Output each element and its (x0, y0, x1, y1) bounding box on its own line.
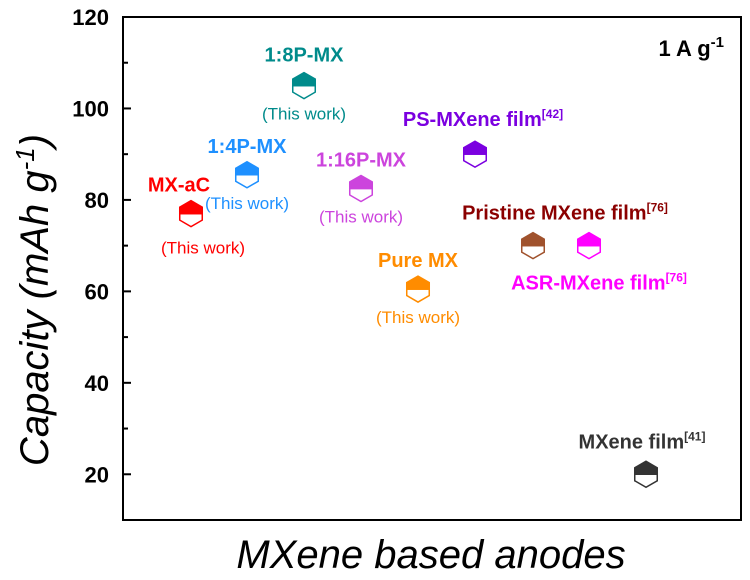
hexagon-marker-top (576, 231, 602, 247)
hexagon-marker-bottom (291, 84, 317, 100)
hexagon-marker-top (348, 174, 374, 190)
point-sub-label: (This work) (205, 194, 289, 213)
point-sub-label: (This work) (376, 308, 460, 327)
hexagon-marker-top (520, 231, 546, 247)
data-point (633, 460, 659, 489)
hexagon-marker-bottom (633, 473, 659, 489)
data-point (405, 275, 431, 303)
hexagon-marker-top (405, 275, 431, 290)
y-tick-label: 80 (85, 188, 109, 213)
data-point (520, 231, 546, 260)
point-name-label: Pristine MXene film[76] (462, 201, 668, 225)
hexagon-marker-top (633, 460, 659, 476)
point-name-label: 1:4P-MX (208, 136, 288, 158)
axes: 20 40 60 80 100 120 (72, 5, 742, 521)
hexagon-marker-top (178, 199, 204, 215)
hexagon-marker-bottom (576, 244, 602, 260)
hexagon-marker-top (234, 160, 260, 176)
point-labels: MX-aC(This work)1:4P-MX(This work)1:8P-M… (148, 45, 706, 454)
current-density-annotation: 1 A g-1 (659, 34, 725, 61)
hexagon-marker-top (291, 71, 317, 87)
hexagon-marker-top (462, 140, 488, 155)
point-name-label: PS-MXene film[42] (403, 107, 563, 131)
hexagon-marker-bottom (405, 288, 431, 303)
point-name-label: ASR-MXene film[76] (511, 271, 687, 295)
chart-marks (178, 71, 659, 489)
point-name-label: 1:8P-MX (265, 45, 345, 67)
point-name-label: MXene film[41] (579, 429, 706, 453)
y-axis-title: Capacity (mAh g-1) (10, 134, 57, 466)
x-axis-title: MXene based anodes (236, 533, 625, 577)
y-tick-label: 40 (85, 371, 109, 396)
hexagon-marker-bottom (234, 174, 260, 189)
hexagon-marker-bottom (178, 212, 204, 228)
point-name-label: 1:16P-MX (316, 149, 407, 171)
y-tick-label: 60 (85, 279, 109, 304)
data-point (462, 140, 488, 169)
y-tick-label: 20 (85, 462, 109, 487)
point-name-label: Pure MX (378, 250, 459, 272)
point-name-label: MX-aC (148, 175, 210, 197)
data-point (576, 231, 602, 260)
point-sub-label: (This work) (161, 239, 245, 258)
y-tick-label: 100 (72, 96, 109, 121)
plot-frame (122, 16, 742, 521)
y-tick-label: 120 (72, 5, 109, 30)
data-point (348, 174, 374, 203)
point-sub-label: (This work) (319, 207, 403, 226)
data-point (291, 71, 317, 100)
data-point (178, 199, 204, 228)
hexagon-marker-bottom (462, 153, 488, 169)
hexagon-marker-bottom (348, 187, 374, 203)
point-sub-label: (This work) (262, 105, 346, 124)
hexagon-marker-bottom (520, 244, 546, 260)
data-point (234, 160, 260, 189)
